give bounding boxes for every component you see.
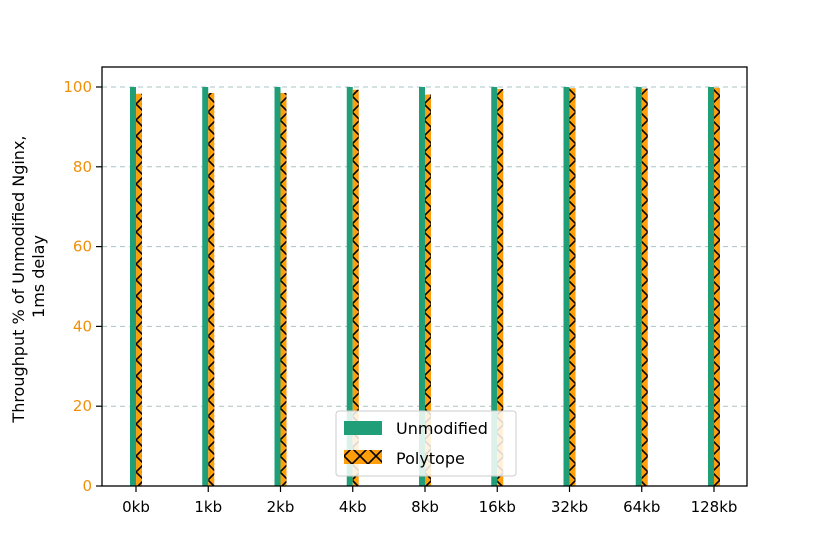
bar-unmodified-64kb bbox=[635, 87, 642, 486]
bar-unmodified-1kb bbox=[202, 87, 209, 486]
y-axis-label-line-2: 1ms delay bbox=[29, 235, 48, 318]
legend-label-polytope: Polytope bbox=[396, 449, 465, 468]
y-tick-label-0: 0 bbox=[82, 477, 92, 495]
legend-label-unmodified: Unmodified bbox=[396, 419, 488, 438]
y-tick-label-100: 100 bbox=[63, 78, 92, 96]
bar-unmodified-2kb bbox=[274, 87, 281, 486]
y-tick-label-20: 20 bbox=[73, 397, 92, 415]
y-axis-label-line-1: Throughput % of Unmodified Nginx, bbox=[9, 136, 28, 424]
x-tick-label-16kb: 16kb bbox=[479, 498, 516, 516]
bars bbox=[130, 87, 720, 487]
y-tick-label-60: 60 bbox=[73, 238, 92, 256]
y-tick-label-40: 40 bbox=[73, 317, 92, 335]
bar-polytope-hatch-16kb bbox=[497, 88, 504, 487]
y-tick-label-80: 80 bbox=[73, 158, 92, 176]
x-tick-label-64kb: 64kb bbox=[623, 498, 660, 516]
x-tick-label-0kb: 0kb bbox=[122, 498, 150, 516]
bar-polytope-hatch-32kb bbox=[569, 88, 576, 487]
x-tick-label-4kb: 4kb bbox=[339, 498, 367, 516]
x-axis: 0kb 1kb 2kb 4kb 8kb 16kb 32kb 64kb 128kb bbox=[122, 486, 737, 516]
bar-unmodified-16kb bbox=[491, 87, 498, 486]
x-tick-label-2kb: 2kb bbox=[267, 498, 295, 516]
x-tick-label-32kb: 32kb bbox=[551, 498, 588, 516]
bar-unmodified-8kb bbox=[419, 87, 425, 486]
legend: Unmodified Polytope bbox=[335, 410, 517, 477]
y-axis-label: Throughput % of Unmodified Nginx, 1ms de… bbox=[9, 130, 48, 423]
legend-swatch-polytope-hatch bbox=[344, 450, 382, 464]
bar-polytope-hatch-0kb bbox=[136, 93, 142, 487]
bar-polytope-hatch-128kb bbox=[714, 87, 720, 486]
x-tick-label-1kb: 1kb bbox=[194, 498, 222, 516]
bar-unmodified-128kb bbox=[708, 87, 714, 486]
bar-polytope-hatch-2kb bbox=[280, 92, 287, 487]
bar-unmodified-4kb bbox=[346, 87, 353, 486]
bar-polytope-hatch-8kb bbox=[425, 94, 431, 487]
x-tick-label-8kb: 8kb bbox=[411, 498, 439, 516]
legend-swatch-unmodified bbox=[344, 421, 382, 435]
x-tick-label-128kb: 128kb bbox=[691, 498, 738, 516]
bar-polytope-hatch-1kb bbox=[208, 92, 215, 487]
bar-unmodified-32kb bbox=[563, 87, 570, 486]
bar-polytope-hatch-4kb bbox=[352, 89, 359, 486]
bar-polytope-hatch-64kb bbox=[641, 88, 648, 486]
bar-unmodified-0kb bbox=[130, 87, 136, 486]
y-axis: 0 20 40 60 80 100 bbox=[63, 78, 102, 495]
